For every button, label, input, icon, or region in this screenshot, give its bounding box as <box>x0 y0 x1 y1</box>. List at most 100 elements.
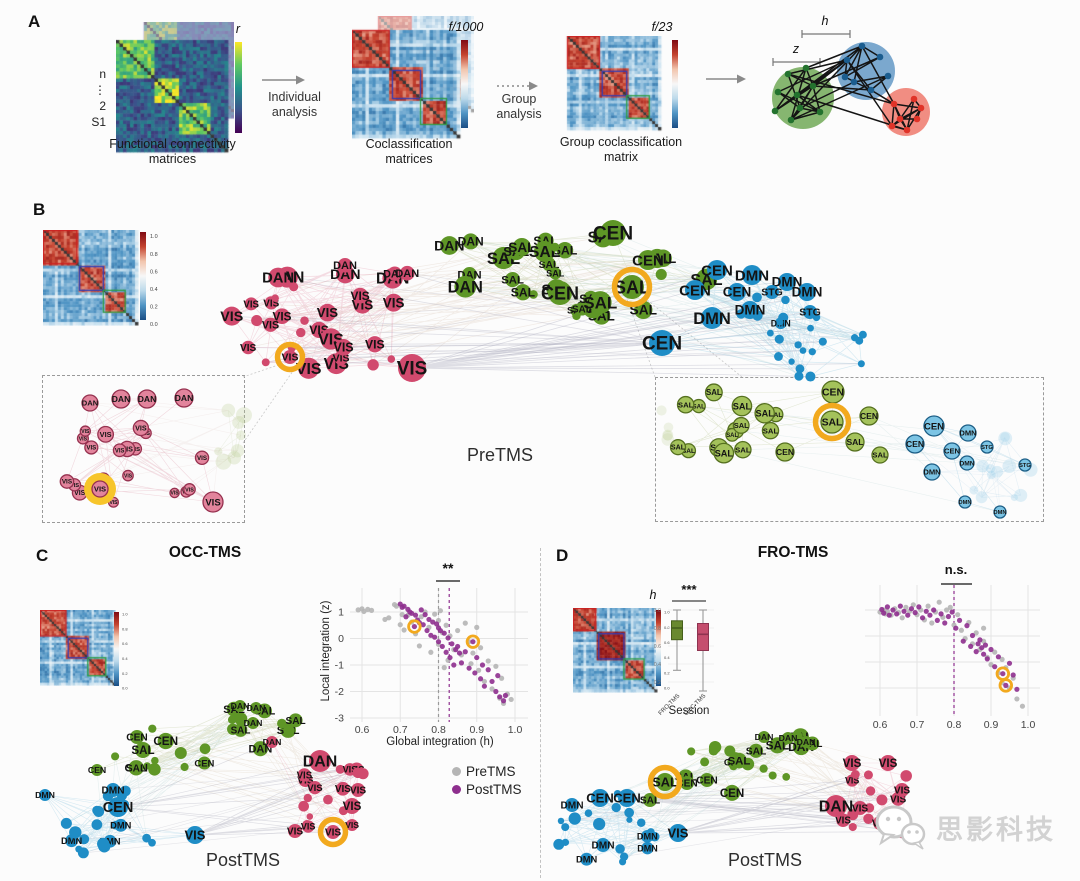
group-caption: Group coclassification matrix <box>559 135 683 164</box>
svg-text:DMN: DMN <box>735 303 766 318</box>
svg-text:0.2: 0.2 <box>150 305 158 311</box>
cocl-caption: Coclassification matrices <box>365 137 453 166</box>
svg-text:SAL: SAL <box>231 726 251 737</box>
svg-text:CEN: CEN <box>586 791 614 806</box>
svg-text:SAL: SAL <box>706 388 722 397</box>
svg-text:0.4: 0.4 <box>654 662 661 668</box>
svg-text:0.8: 0.8 <box>654 626 661 632</box>
svg-text:DMN: DMN <box>100 836 121 846</box>
svg-text:SAL: SAL <box>846 437 863 447</box>
svg-text:CEN: CEN <box>701 262 733 279</box>
svg-text:DAN: DAN <box>333 260 357 272</box>
svg-text:VIS: VIS <box>325 828 342 839</box>
svg-text:CEN: CEN <box>103 800 134 816</box>
scatter-c-xlabel: Global integration (h) <box>386 736 494 748</box>
svg-text:1.0: 1.0 <box>150 234 158 240</box>
svg-text:VIS: VIS <box>70 483 79 489</box>
watermark: 思影科技 <box>872 802 1056 852</box>
svg-text:VIS: VIS <box>845 776 859 786</box>
svg-text:SAL: SAL <box>126 764 146 775</box>
svg-text:SAL: SAL <box>508 240 535 255</box>
svg-text:0: 0 <box>338 633 344 645</box>
svg-text:DMN: DMN <box>792 285 823 300</box>
svg-text:SAL: SAL <box>822 418 843 429</box>
svg-text:DAN: DAN <box>231 701 250 711</box>
svg-text:CEN: CEN <box>696 776 717 787</box>
svg-text:DAN: DAN <box>244 718 263 728</box>
svg-text:VIS: VIS <box>297 770 313 781</box>
pretms-legend-dot <box>452 767 461 776</box>
svg-text:DMN: DMN <box>772 275 803 290</box>
svg-text:CEN: CEN <box>613 791 641 806</box>
svg-text:STG: STG <box>1019 463 1031 469</box>
panel-divider <box>540 548 541 878</box>
svg-text:VIS: VIS <box>81 429 90 435</box>
svg-text:SAL: SAL <box>734 421 749 430</box>
svg-text:SAL: SAL <box>501 275 524 287</box>
svg-text:CEN: CEN <box>593 224 633 245</box>
svg-text:STG: STG <box>981 445 993 451</box>
svg-text:SAL: SAL <box>756 408 775 418</box>
svg-text:0.6: 0.6 <box>664 640 670 645</box>
svg-text:CEN: CEN <box>88 765 106 775</box>
panel-b-right-inset-box <box>655 377 1044 522</box>
svg-text:DAN: DAN <box>303 754 338 771</box>
svg-text:DAN: DAN <box>458 235 484 249</box>
svg-text:1.0: 1.0 <box>122 612 128 617</box>
svg-text:DMN: DMN <box>61 836 82 846</box>
svg-text:DAN: DAN <box>330 266 360 282</box>
svg-text:CEN: CEN <box>906 439 924 449</box>
svg-text:SAL: SAL <box>572 304 592 315</box>
svg-text:0.9: 0.9 <box>469 724 484 736</box>
posttms-label-d: PostTMS <box>727 850 802 870</box>
svg-text:SAL: SAL <box>511 286 536 300</box>
svg-text:VIS: VIS <box>115 448 125 454</box>
svg-text:CEN: CEN <box>194 758 214 769</box>
svg-text:VIS: VIS <box>273 309 292 323</box>
svg-text:0.8: 0.8 <box>150 252 158 258</box>
svg-text:CEN: CEN <box>720 787 744 800</box>
svg-text:SAL: SAL <box>872 451 888 460</box>
svg-text:VIS: VIS <box>184 828 205 843</box>
svg-text:SAL: SAL <box>735 445 751 454</box>
svg-text:VIS: VIS <box>345 820 359 830</box>
svg-text:VIS: VIS <box>124 473 133 479</box>
svg-text:-2: -2 <box>335 686 344 698</box>
panel-b-matrix-inset <box>43 230 139 326</box>
svg-text:CEN: CEN <box>924 421 944 432</box>
panel-d-colorbar <box>656 610 661 686</box>
h-measure-label: h <box>821 14 829 28</box>
svg-text:VIS: VIS <box>197 455 207 462</box>
svg-text:SAL: SAL <box>746 746 767 757</box>
svg-text:VIS: VIS <box>383 295 405 310</box>
pretms-label: PreTMS <box>466 445 533 465</box>
scatter-c-significance: ** <box>442 560 454 576</box>
svg-text:DMN: DMN <box>560 801 583 812</box>
svg-text:VIS: VIS <box>333 341 353 355</box>
svg-text:VIS: VIS <box>185 487 194 493</box>
svg-text:VIS: VIS <box>243 299 259 310</box>
svg-text:CEN: CEN <box>153 735 178 748</box>
svg-text:VIS: VIS <box>365 337 385 351</box>
svg-text:0.2: 0.2 <box>664 670 670 675</box>
watermark-text: 思影科技 <box>936 814 1056 845</box>
svg-text:DMN: DMN <box>735 267 769 284</box>
panel-d-matrix-inset <box>573 608 658 693</box>
panel-c-matrix-inset <box>40 610 116 686</box>
legend-row-posttms: PostTMS <box>452 782 522 797</box>
occ-tms-title: OCC-TMS <box>168 544 242 561</box>
svg-text:SAL: SAL <box>733 401 752 411</box>
svg-text:DAN: DAN <box>263 737 282 747</box>
svg-text:VIS: VIS <box>343 765 358 775</box>
svg-text:CEN: CEN <box>126 733 147 744</box>
svg-text:VIS: VIS <box>852 804 869 815</box>
svg-text:VIS: VIS <box>240 343 257 354</box>
svg-text:VIS: VIS <box>843 757 862 770</box>
svg-text:SAL: SAL <box>131 744 154 757</box>
panel-b-left-inset-box <box>42 375 245 523</box>
scatter-d-significance: n.s. <box>944 562 968 577</box>
svg-text:DAN: DAN <box>112 394 131 404</box>
boxplot-ylabel: h <box>649 588 657 602</box>
svg-text:DAN: DAN <box>262 271 294 287</box>
